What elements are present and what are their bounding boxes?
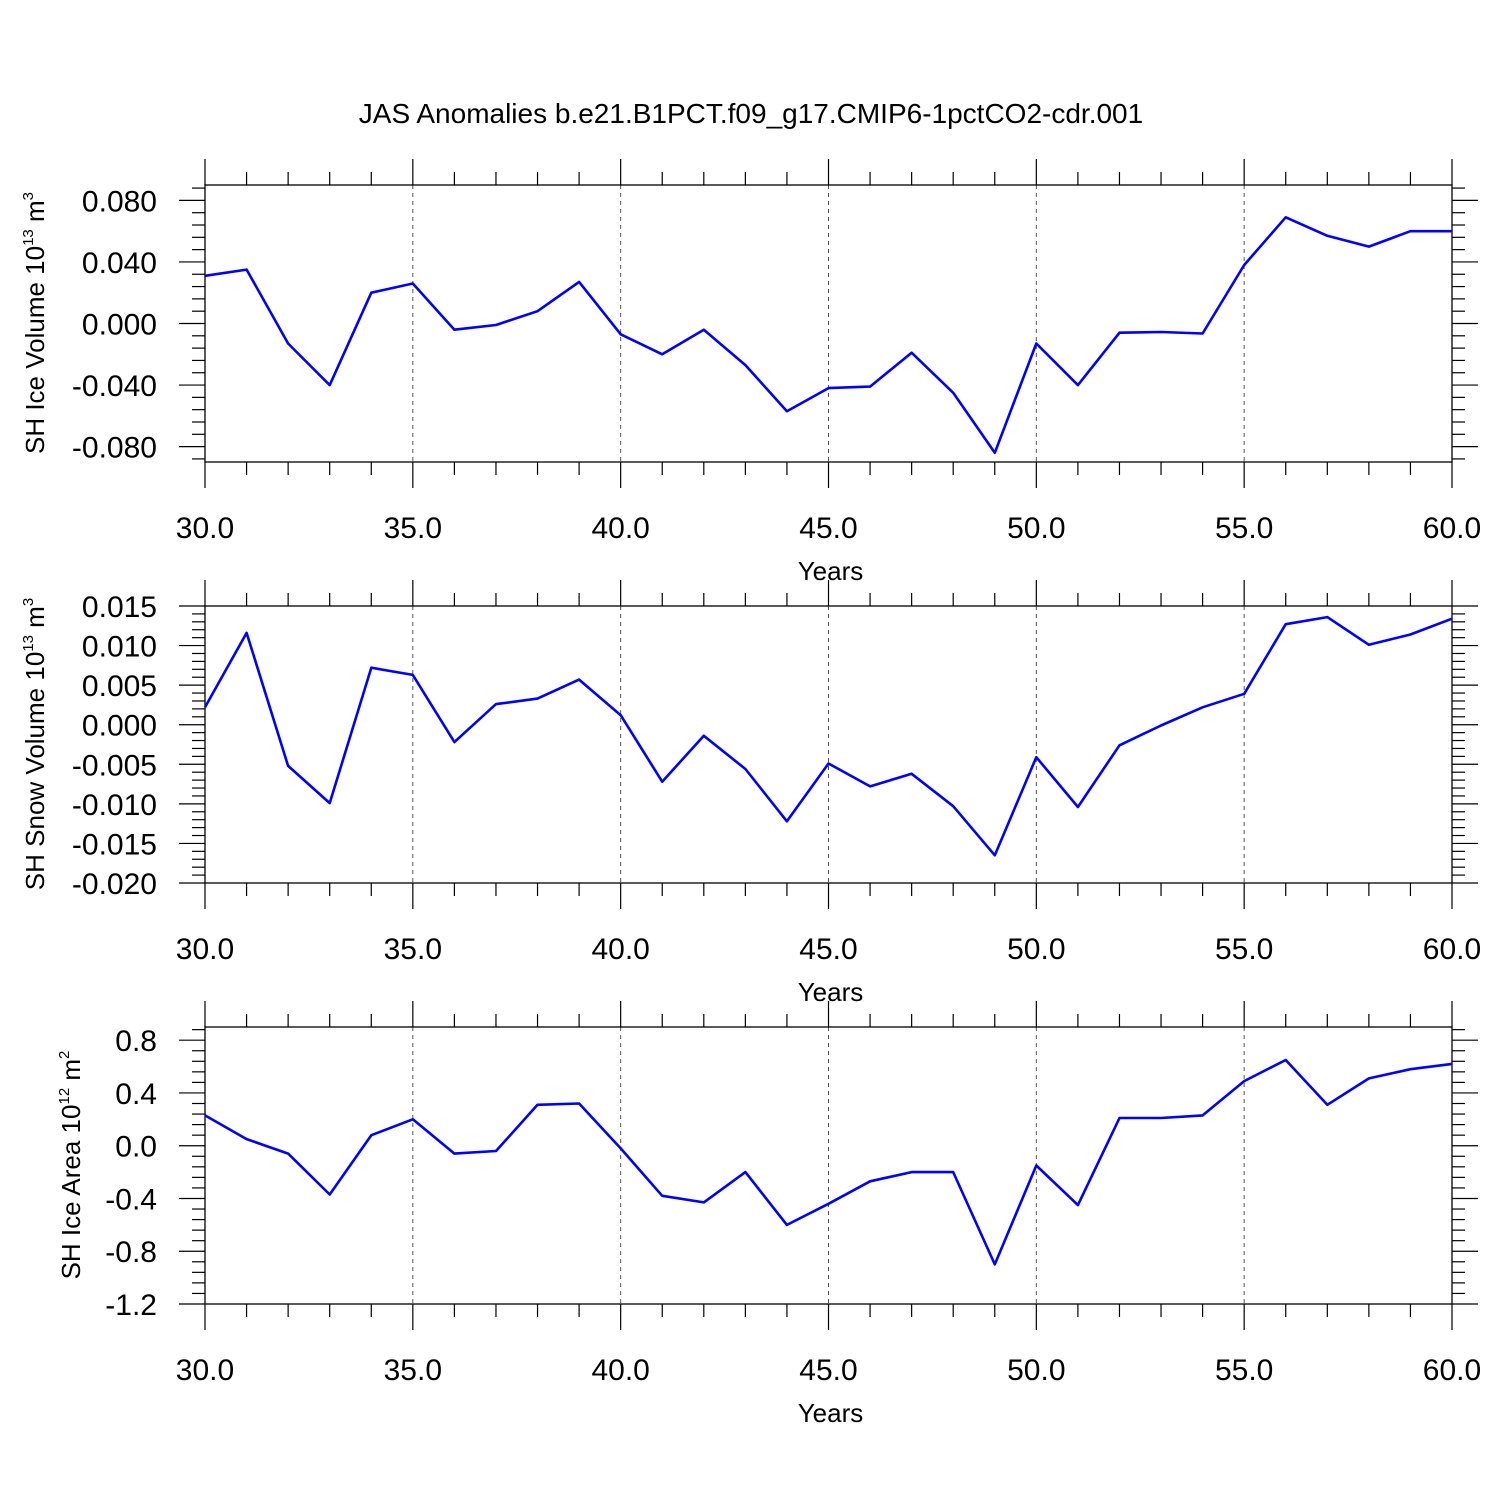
y-tick-label: 0.015 [82, 591, 157, 624]
series-line [204, 1058, 1453, 1266]
x-tick-label: 30.0 [176, 933, 234, 966]
y-tick-label: -0.010 [72, 789, 157, 822]
y-tick-label: 0.4 [115, 1078, 157, 1111]
x-axis-label: Years [798, 1398, 864, 1428]
x-tick-label: 60.0 [1423, 1354, 1481, 1387]
x-tick-label: 55.0 [1215, 512, 1273, 545]
x-tick-label: 60.0 [1423, 933, 1481, 966]
y-tick-label: 0.080 [82, 185, 157, 218]
x-tick-label: 40.0 [591, 512, 649, 545]
x-tick-label: 55.0 [1215, 933, 1273, 966]
x-tick-label: 40.0 [591, 1354, 649, 1387]
x-tick-label: 50.0 [1007, 512, 1065, 545]
y-tick-label: 0.000 [82, 309, 157, 342]
y-tick-label: 0.000 [82, 710, 157, 743]
y-tick-label: -0.040 [72, 370, 157, 403]
x-axis-label: Years [798, 977, 864, 1007]
y-axis-label: SH Snow Volume 1013 m3 [20, 598, 50, 890]
y-tick-label: 0.0 [115, 1131, 157, 1164]
y-axis-label: SH Ice Volume 1013 m3 [20, 192, 50, 454]
panels: 0.080 0.040 0.000 -0.040 -0.080 30.0 35.0 40.0 4… [20, 159, 1481, 1428]
y-tick-label: -0.8 [105, 1236, 157, 1269]
y-tick-label: -0.080 [72, 432, 157, 465]
panel-1: 0.080 0.040 0.000 -0.040 -0.080 30.0 35.0 40.0 4… [20, 159, 1481, 586]
y-tick-label: 0.010 [82, 631, 157, 664]
x-tick-label: 50.0 [1007, 1354, 1065, 1387]
x-tick-label: 55.0 [1215, 1354, 1273, 1387]
x-tick-label: 30.0 [176, 1354, 234, 1387]
y-tick-label: 0.8 [115, 1025, 157, 1058]
y-tick-label: -0.015 [72, 828, 157, 861]
x-tick-label: 30.0 [176, 512, 234, 545]
x-tick-label: 45.0 [799, 512, 857, 545]
panel-2: 0.015 0.010 0.005 0.000 -0.005 -0.010 -0.015 -0… [20, 580, 1481, 1007]
x-tick-label: 60.0 [1423, 512, 1481, 545]
x-tick-label: 35.0 [384, 512, 442, 545]
y-tick-label: 0.005 [82, 670, 157, 703]
y-tick-label: -0.020 [72, 868, 157, 901]
y-tick-label: -0.4 [105, 1183, 157, 1216]
y-axis-label: SH Ice Area 1012 m2 [56, 1051, 86, 1280]
x-axis-label: Years [798, 556, 864, 586]
y-tick-label: -1.2 [105, 1289, 157, 1322]
figure-title: JAS Anomalies b.e21.B1PCT.f09_g17.CMIP6-… [359, 98, 1143, 129]
y-tick-label: 0.040 [82, 247, 157, 280]
x-tick-label: 45.0 [799, 933, 857, 966]
x-tick-label: 35.0 [384, 933, 442, 966]
x-tick-label: 45.0 [799, 1354, 857, 1387]
x-tick-label: 50.0 [1007, 933, 1065, 966]
x-tick-label: 35.0 [384, 1354, 442, 1387]
y-tick-label: -0.005 [72, 749, 157, 782]
panel-3: 0.8 0.4 0.0 -0.4 -0.8 -1.2 30.0 35.0 40.0 45.0 50.… [56, 1001, 1481, 1428]
x-tick-label: 40.0 [591, 933, 649, 966]
